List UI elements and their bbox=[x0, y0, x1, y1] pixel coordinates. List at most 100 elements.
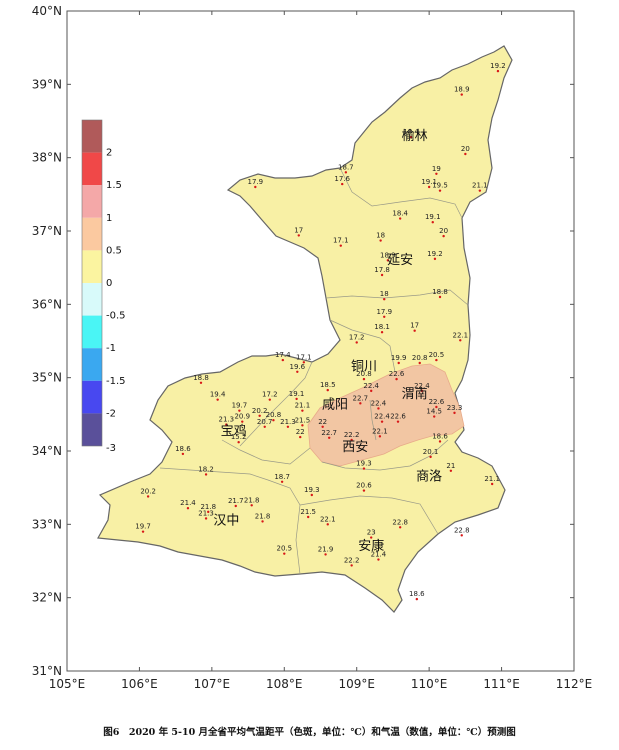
station-value: 18 bbox=[380, 290, 389, 298]
station-marker bbox=[250, 504, 253, 507]
station-value: 19.2 bbox=[490, 62, 506, 70]
legend-label: -3 bbox=[106, 443, 116, 454]
station-value: 18.6 bbox=[409, 590, 425, 598]
y-tick-label: 37°N bbox=[32, 224, 62, 238]
station-value: 20.9 bbox=[234, 413, 250, 421]
station-marker bbox=[204, 517, 208, 520]
station-marker bbox=[327, 436, 331, 439]
y-tick-label: 36°N bbox=[32, 297, 62, 311]
y-tick-label: 38°N bbox=[32, 151, 62, 165]
legend-label: -0.5 bbox=[106, 311, 126, 322]
legend-label: 1 bbox=[106, 213, 112, 224]
station-marker bbox=[377, 558, 380, 561]
station-marker bbox=[396, 420, 400, 423]
station-value: 17.2 bbox=[349, 333, 365, 341]
station-value: 20.7 bbox=[257, 418, 273, 426]
station-value: 18.6 bbox=[432, 432, 448, 440]
station-value: 17.2 bbox=[262, 391, 278, 399]
station-marker bbox=[362, 377, 366, 381]
station-marker bbox=[380, 273, 384, 277]
station-marker bbox=[449, 469, 453, 472]
station-value: 18 bbox=[376, 232, 385, 240]
station-value: 17.9 bbox=[248, 178, 264, 186]
station-marker bbox=[283, 552, 286, 555]
station-value: 19.4 bbox=[210, 391, 226, 399]
station-value: 19.9 bbox=[391, 354, 407, 362]
station-marker bbox=[181, 452, 185, 456]
station-value: 18.6 bbox=[175, 445, 191, 453]
station-value: 21.4 bbox=[180, 499, 196, 507]
station-value: 17 bbox=[410, 322, 419, 330]
station-value: 20.8 bbox=[356, 370, 372, 378]
station-value: 19.3 bbox=[356, 460, 372, 468]
city-label: 汉中 bbox=[213, 513, 239, 528]
legend-swatch bbox=[82, 120, 102, 153]
station-marker bbox=[204, 473, 208, 476]
station-marker bbox=[238, 409, 241, 412]
station-value: 20.8 bbox=[412, 354, 428, 362]
station-marker bbox=[442, 234, 445, 238]
station-marker bbox=[339, 244, 342, 247]
station-marker bbox=[350, 438, 353, 442]
station-value: 23.3 bbox=[447, 404, 463, 412]
station-marker bbox=[199, 381, 203, 384]
legend-swatch bbox=[82, 380, 102, 414]
y-tick-label: 31°N bbox=[32, 664, 62, 678]
legend-label: 2 bbox=[106, 148, 112, 159]
station-value: 18.7 bbox=[338, 163, 354, 171]
station-value: 18.2 bbox=[198, 465, 214, 473]
station-marker bbox=[254, 185, 257, 189]
station-marker bbox=[433, 415, 436, 418]
station-marker bbox=[302, 361, 306, 364]
station-marker bbox=[379, 239, 382, 242]
station-marker bbox=[427, 185, 431, 189]
station-value: 20.5 bbox=[429, 351, 445, 359]
station-value: 20.8 bbox=[266, 411, 282, 419]
station-value: 20.2 bbox=[140, 487, 156, 495]
station-marker bbox=[362, 467, 366, 470]
legend-swatch bbox=[82, 250, 102, 283]
station-value: 19.7 bbox=[135, 523, 151, 531]
station-marker bbox=[370, 389, 373, 393]
station-marker bbox=[296, 370, 299, 373]
station-value: 17.4 bbox=[275, 351, 291, 359]
axis-ticks: 105°E 106°E 107°E 108°E 109°E 110°E 111°E 112°E… bbox=[32, 4, 593, 691]
station-value: 22.2 bbox=[344, 556, 360, 564]
station-marker bbox=[380, 420, 384, 423]
station-value: 15.2 bbox=[231, 433, 247, 441]
station-marker bbox=[310, 493, 314, 497]
station-value: 18.8 bbox=[432, 288, 448, 296]
station-marker bbox=[141, 530, 145, 533]
station-value: 19.1 bbox=[425, 213, 441, 221]
city-label: 咸阳 bbox=[322, 397, 348, 412]
station-value: 22.4 bbox=[363, 382, 379, 390]
station-value: 18.8 bbox=[193, 374, 209, 382]
station-marker bbox=[415, 597, 419, 601]
station-marker bbox=[413, 329, 416, 332]
station-marker bbox=[350, 564, 353, 567]
station-marker bbox=[359, 402, 362, 405]
station-marker bbox=[464, 152, 467, 156]
x-tick-label: 106°E bbox=[121, 677, 158, 691]
station-marker bbox=[397, 361, 400, 365]
station-value: 17.1 bbox=[333, 237, 349, 245]
station-marker bbox=[438, 189, 442, 192]
station-value: 21.9 bbox=[318, 545, 334, 553]
station-marker bbox=[326, 523, 329, 526]
station-value: 23 bbox=[367, 529, 376, 537]
station-marker bbox=[258, 414, 261, 417]
region-boundaries bbox=[159, 167, 469, 575]
station-value: 18.1 bbox=[374, 323, 390, 331]
station-marker bbox=[261, 520, 264, 523]
station-marker bbox=[344, 171, 348, 174]
station-marker bbox=[459, 339, 462, 342]
station-value: 22.1 bbox=[372, 427, 388, 435]
station-marker bbox=[460, 93, 463, 96]
station-marker bbox=[234, 504, 237, 508]
station-marker bbox=[460, 534, 463, 537]
station-marker bbox=[409, 135, 413, 139]
station-marker bbox=[268, 398, 271, 401]
station-value: 22.2 bbox=[344, 431, 360, 439]
station-value: 22.1 bbox=[452, 331, 468, 339]
